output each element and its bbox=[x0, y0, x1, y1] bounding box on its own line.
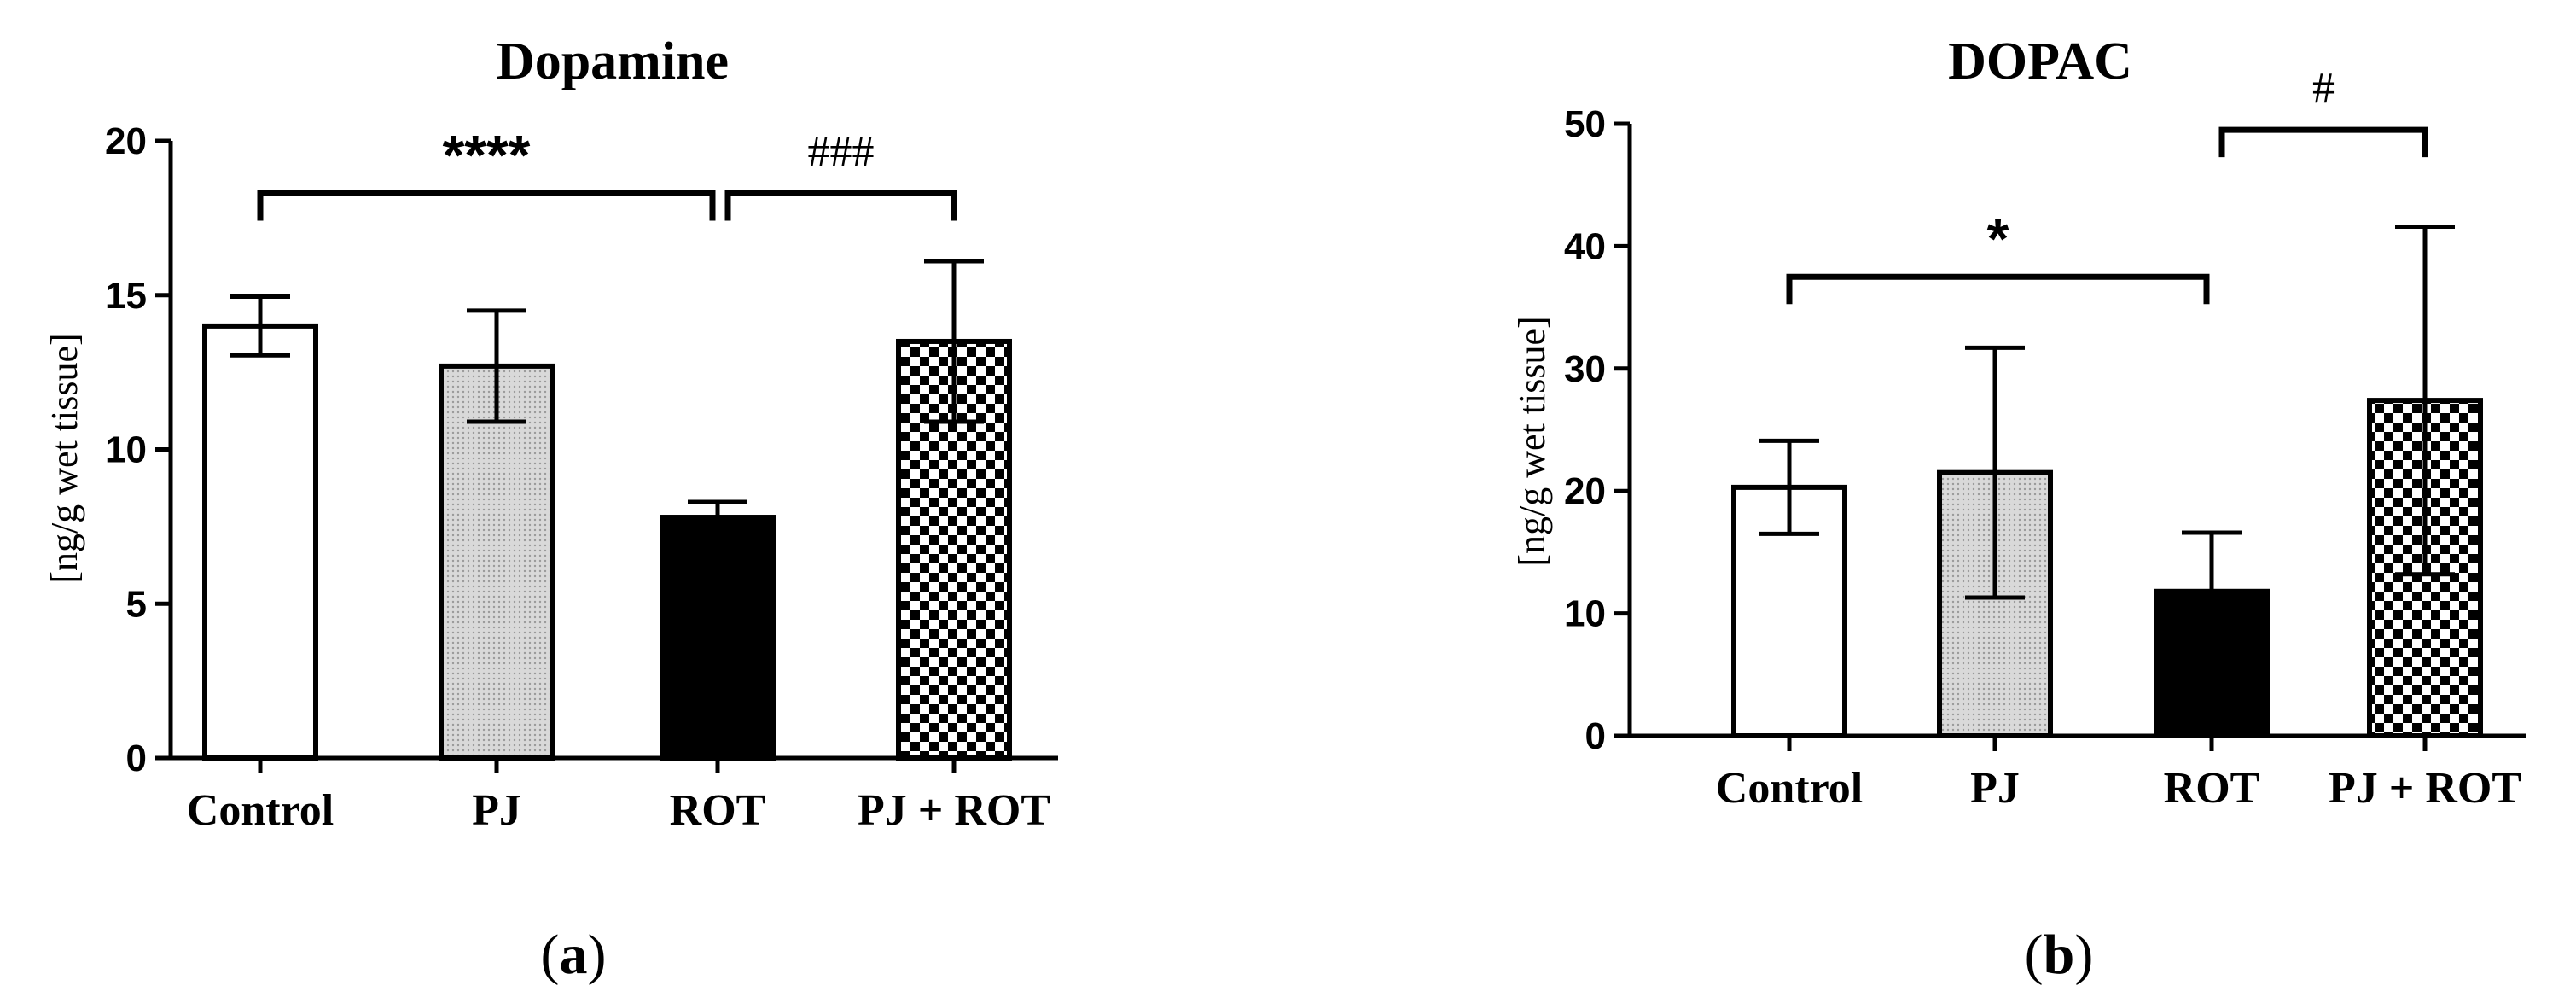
y-tick-label-b: 40 bbox=[1564, 225, 1606, 267]
y-tick-label-b: 20 bbox=[1564, 470, 1606, 512]
bar-a-0 bbox=[202, 323, 318, 761]
x-tick-label-b-2: ROT bbox=[2164, 764, 2260, 813]
y-axis-label-a: [ng/g wet tissue] bbox=[44, 333, 85, 583]
y-tick-label-a: 15 bbox=[105, 275, 147, 317]
x-tick-label-b-0: Control bbox=[1716, 764, 1863, 813]
panel-label-a: (a) bbox=[541, 924, 607, 986]
significance-bracket-b-0 bbox=[1786, 273, 2210, 305]
x-tick-label-a-0: Control bbox=[187, 786, 334, 835]
y-tick-label-a: 5 bbox=[126, 583, 147, 625]
chart-panel-a: Dopamine [ng/g wet tissue] 0 5 10 15 20 Contr… bbox=[44, 32, 1058, 986]
plot-area-a: 0 5 10 15 20 Control PJ ROT PJ + ROT **** ### bbox=[105, 120, 1058, 835]
significance-label-a-1: ### bbox=[808, 127, 875, 176]
plot-area-b: 0 10 20 30 40 50 Control PJ ROT PJ + ROT * # bbox=[1564, 64, 2526, 813]
y-tick-label-b: 10 bbox=[1564, 593, 1606, 635]
panel-label-b: (b) bbox=[2025, 924, 2094, 986]
x-tick-label-b-3: PJ + ROT bbox=[2329, 764, 2521, 813]
y-tick-label-b: 50 bbox=[1564, 103, 1606, 145]
significance-label-b-1: # bbox=[2312, 64, 2335, 113]
significance-label-a-0: **** bbox=[443, 123, 531, 186]
significance-label-b-0: * bbox=[1987, 207, 2009, 270]
x-tick-label-a-2: ROT bbox=[670, 786, 766, 835]
y-axis-label-b: [ng/g wet tissue] bbox=[1511, 316, 1553, 566]
x-tick-label-b-1: PJ bbox=[1970, 764, 2020, 813]
chart-title-a: Dopamine bbox=[497, 32, 729, 90]
bar-a-1 bbox=[439, 363, 555, 761]
y-tick-label-a: 10 bbox=[105, 429, 147, 471]
y-tick-label-b: 30 bbox=[1564, 348, 1606, 390]
chart-title-b: DOPAC bbox=[1948, 32, 2132, 90]
significance-bracket-a-1 bbox=[724, 190, 957, 221]
y-tick-label-a: 0 bbox=[126, 738, 147, 779]
bar-a-2 bbox=[660, 515, 776, 761]
y-tick-label-a: 20 bbox=[105, 120, 147, 162]
significance-bracket-b-1 bbox=[2218, 126, 2428, 158]
y-tick-label-b: 0 bbox=[1585, 715, 1606, 757]
x-tick-label-a-1: PJ bbox=[472, 786, 521, 835]
x-tick-label-a-3: PJ + ROT bbox=[858, 786, 1050, 835]
significance-bracket-a-0 bbox=[257, 190, 716, 221]
chart-panel-b: DOPAC [ng/g wet tissue] 0 10 20 30 40 50 Contr… bbox=[1511, 32, 2526, 986]
